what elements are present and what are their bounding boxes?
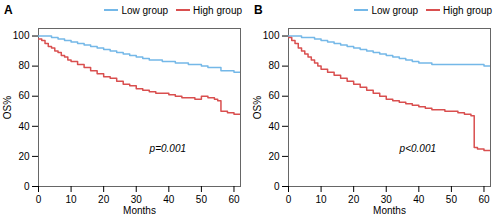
svg-text:0: 0 [24,181,30,192]
svg-text:100: 100 [13,30,30,41]
svg-text:0: 0 [274,181,280,192]
svg-text:40: 40 [413,194,425,205]
svg-text:Months: Months [123,205,156,216]
svg-text:30: 30 [131,194,143,205]
svg-text:20: 20 [268,151,280,162]
svg-text:50: 50 [196,194,208,205]
svg-text:20: 20 [98,194,110,205]
html-text:Low group: Low group [121,4,169,16]
svg-text:10: 10 [316,194,328,205]
svg-text:0: 0 [286,194,292,205]
svg-text:60: 60 [478,194,490,205]
svg-text:p=0.001: p=0.001 [149,143,186,154]
svg-text:40: 40 [18,121,30,132]
svg-text:80: 80 [268,60,280,71]
html-text:Low group: Low group [371,4,419,16]
svg-text:0: 0 [36,194,42,205]
svg-text:100: 100 [263,30,280,41]
svg-text:60: 60 [228,194,240,205]
svg-text:60: 60 [268,90,280,101]
html-text:B: B [254,3,263,17]
svg-text:OS%: OS% [252,96,263,119]
svg-text:Months: Months [373,205,406,216]
svg-text:30: 30 [381,194,393,205]
svg-text:80: 80 [18,60,30,71]
svg-text:50: 50 [446,194,458,205]
svg-text:10: 10 [66,194,78,205]
html-text:A: A [4,3,13,17]
svg-text:p<0.001: p<0.001 [399,143,436,154]
html-text:High group: High group [193,4,242,16]
svg-text:40: 40 [268,121,280,132]
svg-text:20: 20 [18,151,30,162]
svg-text:60: 60 [18,90,30,101]
html-text:High group: High group [443,4,492,16]
svg-text:20: 20 [348,194,360,205]
svg-text:OS%: OS% [2,96,13,119]
svg-text:40: 40 [163,194,175,205]
